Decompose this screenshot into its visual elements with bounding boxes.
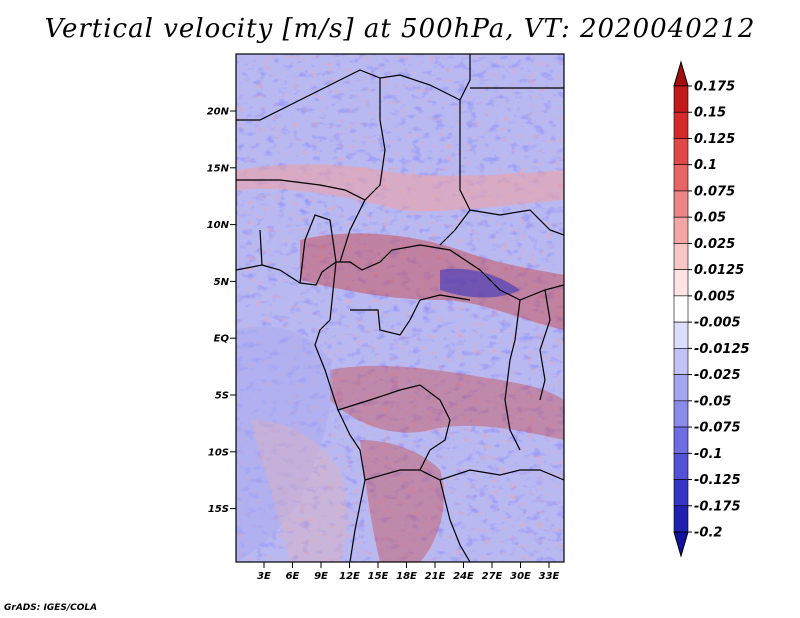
lon-label: 27E bbox=[482, 571, 503, 582]
colorbar-swatch bbox=[673, 321, 689, 349]
colorbar-swatch bbox=[673, 295, 689, 323]
colorbar-swatch bbox=[673, 269, 689, 297]
colorbar-max-triangle bbox=[673, 60, 689, 87]
lat-label: 15N bbox=[207, 163, 230, 174]
longitude-axis: 3E 6E 9E 12E 15E 18E 21E 24E 27E 30E 33E bbox=[257, 562, 560, 582]
colorbar-swatch bbox=[673, 138, 689, 166]
lat-label: 15S bbox=[208, 504, 229, 515]
velocity-field bbox=[236, 54, 564, 562]
colorbar-label: 0.0125 bbox=[694, 263, 744, 278]
lon-label: 12E bbox=[339, 571, 360, 582]
colorbar-swatch bbox=[673, 243, 689, 270]
colorbar-label: 0.005 bbox=[694, 289, 735, 304]
colorbar-label: -0.1 bbox=[694, 447, 722, 462]
lat-label: 10S bbox=[208, 447, 229, 458]
colorbar-label: 0.125 bbox=[694, 132, 735, 147]
lat-label: 10N bbox=[207, 220, 230, 231]
colorbar-swatch bbox=[673, 400, 689, 428]
colorbar-label: 0.15 bbox=[694, 106, 726, 121]
country-borders bbox=[236, 54, 564, 562]
colorbar-swatch bbox=[673, 452, 689, 480]
colorbar-label: 0.05 bbox=[694, 211, 726, 226]
colorbar: 0.175 0.15 0.125 0.1 0.075 0.05 0.025 0.0125 0.0… bbox=[673, 60, 750, 558]
lon-label: 18E bbox=[396, 571, 417, 582]
colorbar-label: -0.075 bbox=[694, 421, 741, 436]
colorbar-label: -0.0125 bbox=[694, 342, 750, 357]
colorbar-label: -0.05 bbox=[694, 394, 731, 409]
lat-label: 20N bbox=[207, 107, 230, 118]
colorbar-swatch bbox=[673, 348, 689, 375]
colorbar-label: -0.025 bbox=[694, 368, 741, 383]
lon-label: 30E bbox=[510, 571, 531, 582]
lat-label: 5N bbox=[214, 277, 230, 288]
lat-label: 5S bbox=[215, 391, 229, 402]
lon-label: 6E bbox=[286, 571, 300, 582]
lon-label: 15E bbox=[368, 571, 389, 582]
colorbar-swatch bbox=[673, 426, 689, 454]
colorbar-swatch bbox=[673, 216, 689, 244]
colorbar-label: 0.1 bbox=[694, 158, 717, 173]
colorbar-swatch bbox=[673, 479, 689, 507]
lon-label: 21E bbox=[425, 571, 446, 582]
map-frame bbox=[235, 53, 565, 563]
latitude-axis: 20N 15N 10N 5N EQ 5S 10S 15S bbox=[207, 107, 236, 515]
colorbar-swatch bbox=[673, 164, 689, 192]
lat-label: EQ bbox=[214, 334, 230, 345]
colorbar-label: -0.005 bbox=[694, 316, 741, 331]
colorbar-swatch bbox=[673, 374, 689, 402]
lon-label: 9E bbox=[314, 571, 328, 582]
colorbar-label: -0.175 bbox=[694, 499, 741, 514]
footer-credit: GrADS: IGES/COLA bbox=[4, 603, 98, 613]
colorbar-label: 0.025 bbox=[694, 237, 735, 252]
lon-label: 24E bbox=[453, 571, 474, 582]
colorbar-swatch bbox=[673, 190, 689, 218]
colorbar-swatch bbox=[673, 85, 689, 113]
lon-label: 33E bbox=[539, 571, 560, 582]
colorbar-swatch bbox=[673, 505, 689, 533]
colorbar-min-triangle bbox=[673, 531, 689, 558]
colorbar-label: 0.075 bbox=[694, 184, 735, 199]
colorbar-label: 0.175 bbox=[694, 80, 735, 95]
colorbar-swatch bbox=[673, 111, 689, 139]
map-title: Vertical velocity [m/s] at 500hPa, VT: 2… bbox=[44, 14, 756, 44]
colorbar-label: -0.125 bbox=[694, 473, 741, 488]
lon-label: 3E bbox=[257, 571, 271, 582]
colorbar-label: -0.2 bbox=[694, 526, 722, 541]
